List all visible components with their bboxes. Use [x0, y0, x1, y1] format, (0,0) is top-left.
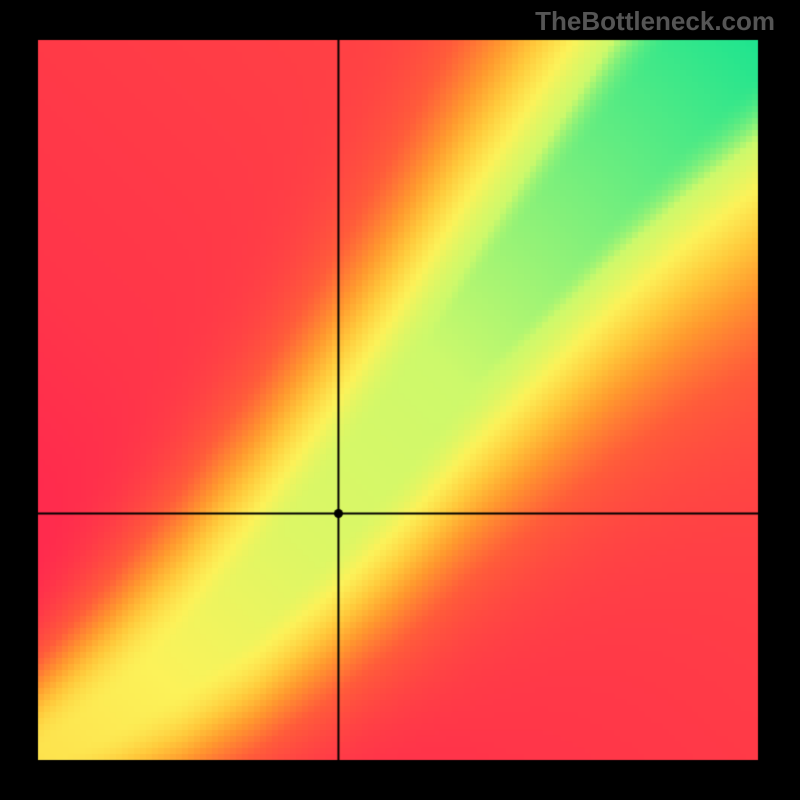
chart-container: TheBottleneck.com [0, 0, 800, 800]
watermark-text: TheBottleneck.com [535, 6, 775, 37]
bottleneck-heatmap [0, 0, 800, 800]
